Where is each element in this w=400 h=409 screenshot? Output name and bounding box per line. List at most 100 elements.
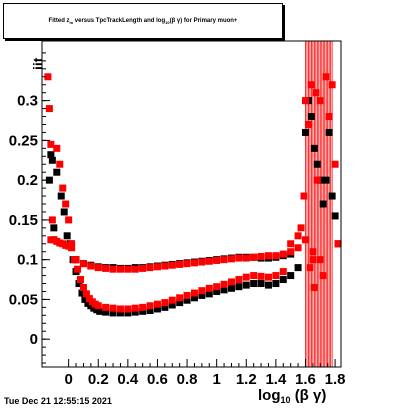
data-point-red (72, 256, 80, 264)
y-axis-label-clip: iit (30, 44, 42, 70)
data-point-black (213, 287, 221, 295)
data-point-black (279, 276, 287, 284)
plot-frame (41, 40, 342, 368)
data-point-red (102, 303, 110, 311)
data-point-red (82, 290, 90, 298)
data-point-black (325, 128, 333, 136)
data-point-black (331, 212, 339, 220)
data-point-red (124, 305, 132, 313)
data-point-red (309, 256, 317, 264)
data-point-red (48, 216, 56, 224)
x-tick-label: 1.8 (325, 371, 346, 388)
x-axis-ticks: 0 0.2 0.4 0.6 0.8 1 1.2 1.4 1.6 1.8 (64, 359, 346, 388)
data-point-black (176, 299, 184, 307)
data-point-red (328, 81, 336, 89)
data-point-red (306, 264, 314, 272)
x-axis-label-sub: 10 (280, 395, 291, 405)
data-point-red (65, 216, 73, 224)
y-tick-label: 0.25 (9, 132, 38, 149)
data-point-red (153, 263, 161, 271)
data-point-black (153, 305, 161, 313)
y-tick-label: 0.3 (17, 93, 38, 110)
data-point-red (176, 294, 184, 302)
data-point-red (190, 259, 198, 267)
data-point-black (48, 156, 56, 164)
data-point-red (313, 176, 321, 184)
y-tick-label: 0.2 (17, 172, 38, 189)
data-point-red (146, 302, 154, 310)
data-point-red (242, 254, 250, 262)
data-point-red (190, 289, 198, 297)
x-tick-label: 0.6 (147, 371, 168, 388)
x-tick-label: 0.4 (117, 371, 139, 388)
data-point-red (213, 283, 221, 291)
data-point-red (325, 113, 333, 121)
data-point-black (60, 208, 68, 216)
data-point-red (307, 81, 315, 89)
data-point-red (287, 248, 295, 256)
data-point-red (257, 252, 265, 260)
data-point-black (257, 280, 265, 288)
title-part-1: Fitted z (48, 18, 70, 24)
data-point-black (205, 290, 213, 298)
data-point-black (310, 144, 318, 152)
data-point-red (250, 272, 258, 280)
data-point-red (53, 144, 61, 152)
data-point-black (124, 309, 132, 317)
data-point-red (176, 260, 184, 268)
data-point-red (109, 265, 117, 273)
data-point-black (287, 272, 295, 280)
data-point-red (62, 200, 70, 208)
data-point-black (47, 151, 55, 159)
data-point-black (190, 294, 198, 302)
data-point-black (307, 113, 315, 121)
data-point-red (139, 264, 147, 272)
data-point-red (44, 73, 52, 81)
data-point-red (124, 265, 132, 273)
data-point-red (102, 264, 110, 272)
data-point-red (168, 261, 176, 269)
data-points-group (44, 73, 342, 317)
data-point-red (279, 268, 287, 276)
data-point-red (242, 273, 250, 281)
data-point-black (139, 307, 147, 315)
data-point-red (146, 264, 154, 272)
y-tick-label: 0 (30, 331, 38, 348)
data-point-red (205, 257, 213, 265)
data-point-red (45, 105, 53, 113)
data-point-red (272, 272, 280, 280)
data-point-red (272, 252, 280, 260)
data-point-red (297, 224, 305, 232)
data-point-red (139, 303, 147, 311)
y-tick-label: 0.05 (9, 291, 38, 308)
data-point-red (235, 254, 243, 262)
y-axis-label: iit (30, 57, 42, 70)
data-point-red (68, 244, 76, 252)
data-point-black (250, 280, 258, 288)
data-point-black (301, 128, 309, 136)
y-tick-label: 0.1 (17, 252, 38, 269)
data-point-black (319, 200, 327, 208)
data-point-black (220, 286, 228, 294)
data-point-black (63, 232, 71, 240)
x-tick-label: 1.2 (236, 371, 257, 388)
data-point-red (76, 276, 84, 284)
chart-title: Fitted zm versus TpcTrackLength and log1… (4, 18, 282, 25)
data-point-red (47, 140, 55, 148)
data-point-red (316, 97, 324, 105)
data-point-black (81, 295, 89, 303)
data-point-red (227, 278, 235, 286)
data-point-red (198, 287, 206, 295)
x-axis-label-tail: (β γ) (294, 387, 327, 404)
x-tick-label: 1.4 (265, 371, 287, 388)
x-tick-label: 0.8 (177, 371, 198, 388)
data-point-black (183, 296, 191, 304)
y-axis-ticks: 0 0.05 0.1 0.15 0.2 0.25 0.3 (9, 52, 50, 364)
data-point-red (153, 300, 161, 308)
data-point-red (116, 265, 124, 273)
data-point-black (131, 308, 139, 316)
data-point-red (264, 273, 272, 281)
data-point-black (102, 308, 110, 316)
data-point-red (331, 160, 339, 168)
data-point-red (301, 97, 309, 105)
